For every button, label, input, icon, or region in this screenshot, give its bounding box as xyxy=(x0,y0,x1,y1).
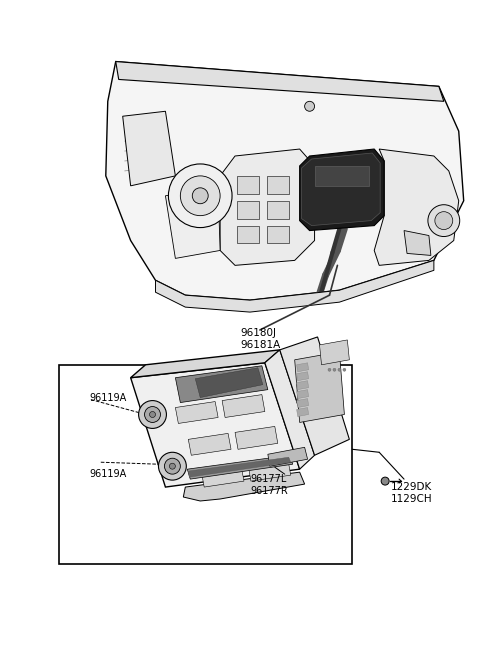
Circle shape xyxy=(328,368,331,371)
Bar xyxy=(267,176,288,194)
Circle shape xyxy=(150,411,156,417)
Polygon shape xyxy=(175,402,218,423)
Polygon shape xyxy=(404,231,431,255)
Circle shape xyxy=(165,458,180,474)
Polygon shape xyxy=(175,365,268,403)
Polygon shape xyxy=(268,447,308,466)
Polygon shape xyxy=(123,111,175,186)
Circle shape xyxy=(435,212,453,229)
Polygon shape xyxy=(265,350,314,469)
Polygon shape xyxy=(166,189,220,259)
Polygon shape xyxy=(297,372,309,381)
Polygon shape xyxy=(301,153,380,225)
Polygon shape xyxy=(201,465,244,487)
Polygon shape xyxy=(297,381,309,390)
Bar xyxy=(237,176,259,194)
Circle shape xyxy=(305,102,314,111)
Text: 96180J: 96180J xyxy=(240,328,276,338)
Polygon shape xyxy=(187,455,293,479)
Polygon shape xyxy=(235,426,278,449)
Polygon shape xyxy=(106,62,464,300)
Polygon shape xyxy=(248,458,291,481)
Polygon shape xyxy=(297,390,309,399)
Circle shape xyxy=(338,368,341,371)
Circle shape xyxy=(343,368,346,371)
Polygon shape xyxy=(131,363,300,487)
Circle shape xyxy=(139,401,167,428)
Polygon shape xyxy=(195,367,263,398)
Polygon shape xyxy=(297,407,309,417)
Polygon shape xyxy=(280,337,349,455)
Circle shape xyxy=(158,452,186,480)
Polygon shape xyxy=(374,149,459,265)
Text: 96177L: 96177L xyxy=(250,474,286,484)
Polygon shape xyxy=(295,352,344,422)
Bar xyxy=(314,166,369,186)
Polygon shape xyxy=(222,394,265,417)
Polygon shape xyxy=(188,434,231,455)
Polygon shape xyxy=(188,457,291,477)
Bar xyxy=(237,225,259,244)
Polygon shape xyxy=(300,149,384,231)
Text: 96181A: 96181A xyxy=(240,340,280,350)
Text: 1229DK: 1229DK xyxy=(391,482,432,492)
Text: 96119A: 96119A xyxy=(89,392,126,403)
Polygon shape xyxy=(220,149,314,265)
Polygon shape xyxy=(183,472,305,501)
Polygon shape xyxy=(320,340,349,365)
Text: 96119A: 96119A xyxy=(89,469,126,479)
Bar xyxy=(59,365,352,563)
Bar xyxy=(267,200,288,219)
Text: 96177R: 96177R xyxy=(250,486,288,496)
Circle shape xyxy=(169,463,175,469)
Text: 1129CH: 1129CH xyxy=(391,494,433,504)
Circle shape xyxy=(144,407,160,422)
Circle shape xyxy=(180,176,220,215)
Circle shape xyxy=(428,205,460,236)
Circle shape xyxy=(381,477,389,485)
Bar xyxy=(237,200,259,219)
Circle shape xyxy=(168,164,232,227)
Polygon shape xyxy=(297,363,309,372)
Polygon shape xyxy=(156,261,434,312)
Bar xyxy=(267,225,288,244)
Polygon shape xyxy=(297,399,309,407)
Circle shape xyxy=(192,188,208,204)
Polygon shape xyxy=(116,62,444,102)
Polygon shape xyxy=(131,350,280,378)
Circle shape xyxy=(333,368,336,371)
